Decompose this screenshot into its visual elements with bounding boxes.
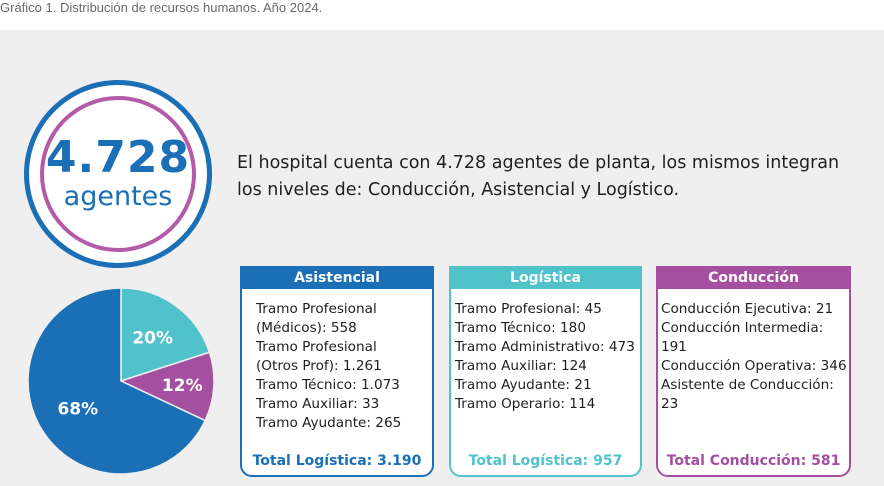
asistencial-box: Asistencial Tramo Profesional (Médicos): … bbox=[240, 266, 434, 477]
badge-white-ring: 4.728 agentes bbox=[29, 85, 207, 263]
list-item: Tramo Técnico: 1.073 bbox=[256, 377, 400, 393]
logistica-box: Logística Tramo Profesional: 45 Tramo Téc… bbox=[449, 266, 642, 477]
asistencial-list: Tramo Profesional (Médicos): 558 Tramo Pro… bbox=[242, 300, 432, 433]
total-agents-badge: 4.728 agentes bbox=[24, 80, 212, 268]
badge-inner-ring: 4.728 agentes bbox=[40, 96, 196, 252]
total-agents-number: 4.728 bbox=[45, 132, 191, 184]
pie-slice-label: 68% bbox=[57, 399, 98, 419]
list-item: (Otros Prof): 1.261 bbox=[256, 358, 382, 374]
pie-slice-label: 12% bbox=[162, 376, 203, 396]
list-item: Conducción Intermedia: 191 bbox=[661, 320, 824, 355]
logistica-list: Tramo Profesional: 45 Tramo Técnico: 180 T… bbox=[451, 300, 640, 414]
list-item: Conducción Operativa: 346 bbox=[661, 358, 847, 374]
list-item: Tramo Auxiliar: 33 bbox=[256, 396, 380, 412]
list-item: Tramo Administrativo: 473 bbox=[455, 339, 635, 355]
pie-slice bbox=[27, 287, 207, 475]
intro-text: El hospital cuenta con 4.728 agentes de … bbox=[237, 153, 840, 200]
total-agents-unit: agentes bbox=[63, 181, 173, 213]
asistencial-total: Total Logística: 3.190 bbox=[252, 453, 422, 469]
conduccion-total: Total Conducción: 581 bbox=[666, 453, 841, 469]
distribution-pie-chart: 20% 12% 68% bbox=[27, 287, 215, 475]
chart-caption: Gráfico 1. Distribución de recursos huma… bbox=[0, 0, 323, 15]
pie-slice-label: 20% bbox=[132, 328, 173, 348]
list-item: Tramo Operario: 114 bbox=[455, 396, 596, 412]
pie-slice bbox=[120, 287, 211, 383]
logistica-total: Total Logística: 957 bbox=[468, 453, 623, 469]
conduccion-header: Conducción bbox=[656, 266, 851, 289]
list-item: (Médicos): 558 bbox=[256, 320, 357, 336]
list-item: Tramo Auxiliar: 124 bbox=[455, 358, 587, 374]
conduccion-box: Conducción Conducción Ejecutiva: 21 Condu… bbox=[656, 266, 851, 477]
list-item: Tramo Ayudante: 265 bbox=[256, 415, 402, 431]
list-item: Tramo Profesional: 45 bbox=[455, 301, 602, 317]
conduccion-list: Conducción Ejecutiva: 21 Conducción Inter… bbox=[658, 300, 849, 414]
list-item: Conducción Ejecutiva: 21 bbox=[661, 301, 834, 317]
list-item: Tramo Técnico: 180 bbox=[455, 320, 586, 336]
list-item: Tramo Profesional bbox=[256, 339, 377, 355]
pie-slice bbox=[118, 351, 215, 422]
asistencial-header: Asistencial bbox=[240, 266, 434, 289]
list-item: Tramo Profesional bbox=[256, 301, 377, 317]
logistica-header: Logística bbox=[449, 266, 642, 289]
list-item: Tramo Ayudante: 21 bbox=[455, 377, 592, 393]
list-item: Asistente de Conducción: 23 bbox=[661, 377, 834, 412]
